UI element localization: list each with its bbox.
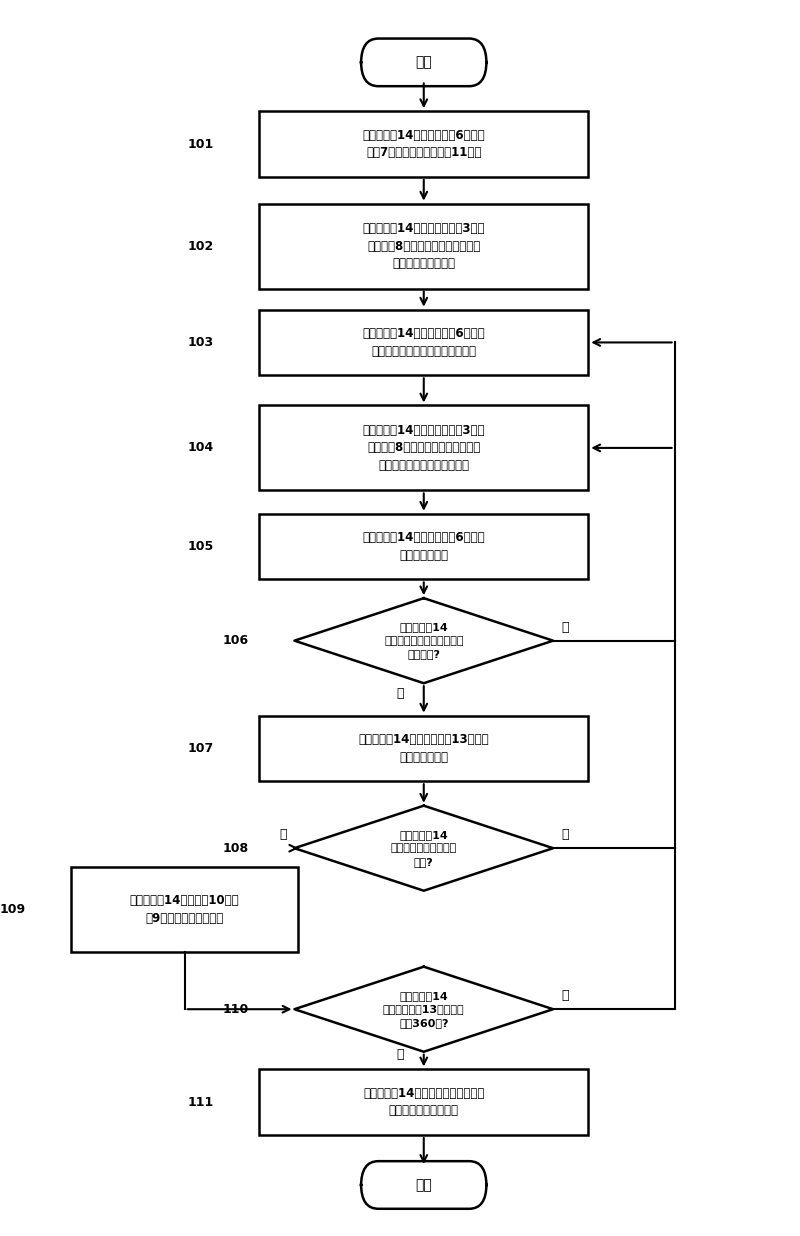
Text: 微型计算机14
判断是否需要采集二维
图像?: 微型计算机14 判断是否需要采集二维 图像? (390, 829, 457, 866)
Text: 微型计算机14
判断第三电机13是否累计
转动360度?: 微型计算机14 判断第三电机13是否累计 转动360度? (383, 990, 465, 1028)
Text: 微型计算机14控制光源10和相
机9对被摄物体进行拍摄: 微型计算机14控制光源10和相 机9对被摄物体进行拍摄 (130, 894, 239, 925)
Text: 107: 107 (187, 742, 214, 755)
Text: 结束: 结束 (415, 1178, 432, 1192)
Text: 否: 否 (561, 989, 569, 1002)
Text: 微型计算机14控制激光发射器3和激
光接收器8进行测距，并计算激光光
束与水平平面的偏角: 微型计算机14控制激光发射器3和激 光接收器8进行测距，并计算激光光 束与水平平… (362, 222, 485, 271)
Text: 108: 108 (222, 842, 249, 854)
Bar (259, 111, 588, 177)
FancyBboxPatch shape (361, 38, 486, 87)
Bar (259, 514, 588, 580)
Text: 是: 是 (279, 828, 286, 840)
Text: 否: 否 (561, 828, 569, 840)
Text: 微型计算机14控制第一电机6顺时针
转动一定的角度: 微型计算机14控制第一电机6顺时针 转动一定的角度 (362, 531, 485, 562)
Text: 101: 101 (187, 137, 214, 151)
Text: 102: 102 (187, 240, 214, 252)
Polygon shape (294, 598, 553, 684)
Polygon shape (294, 806, 553, 891)
Bar (259, 405, 588, 491)
Bar (259, 1069, 588, 1135)
Text: 109: 109 (0, 904, 26, 916)
Bar (259, 204, 588, 288)
Text: 110: 110 (222, 1002, 249, 1016)
Text: 开始: 开始 (415, 56, 432, 69)
Text: 是: 是 (397, 687, 404, 700)
Text: 否: 否 (561, 620, 569, 634)
Text: 104: 104 (187, 441, 214, 455)
Text: 是: 是 (397, 1048, 404, 1062)
Bar (71, 866, 298, 952)
Text: 微型计算机14控制第一电机6，将激
光光束调整至待扫描画面的最上端: 微型计算机14控制第一电机6，将激 光光束调整至待扫描画面的最上端 (362, 328, 485, 357)
Text: 微型计算机14生成立体图像，并将其
存储在自身的存储器中: 微型计算机14生成立体图像，并将其 存储在自身的存储器中 (363, 1086, 485, 1117)
Text: 106: 106 (222, 634, 249, 648)
Text: 111: 111 (187, 1095, 214, 1109)
Text: 微型计算机14控制激光发射器3和激
光接收器8进行测距，并计算空间坐
标，并将该坐标追加到点云中: 微型计算机14控制激光发射器3和激 光接收器8进行测距，并计算空间坐 标，并将该… (362, 424, 485, 472)
Bar (259, 309, 588, 376)
Polygon shape (294, 967, 553, 1052)
Text: 微型计算机14
判断激光光束是否到达画面
的最下端?: 微型计算机14 判断激光光束是否到达画面 的最下端? (384, 622, 463, 659)
Text: 103: 103 (187, 336, 214, 349)
FancyBboxPatch shape (361, 1161, 486, 1209)
Text: 微型计算机14控制第三电机13逆时针
转动一定的角度: 微型计算机14控制第三电机13逆时针 转动一定的角度 (358, 733, 489, 764)
Text: 105: 105 (187, 540, 214, 552)
Bar (259, 716, 588, 781)
Text: 微型计算机14控制第一电机6和第二
电机7，使激光束指向转盘11中心: 微型计算机14控制第一电机6和第二 电机7，使激光束指向转盘11中心 (362, 129, 485, 159)
